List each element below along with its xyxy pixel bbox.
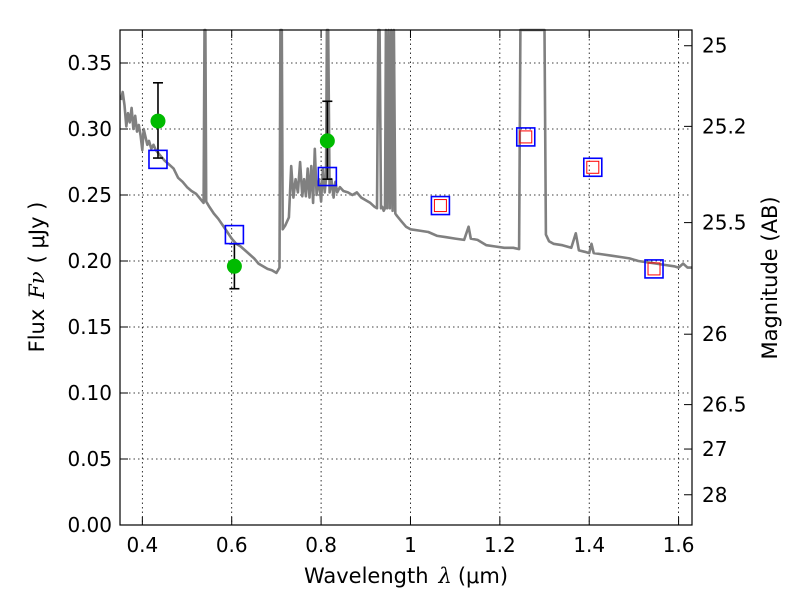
inner-marker-square bbox=[519, 130, 533, 144]
y-tick-label: 0.00 bbox=[67, 513, 112, 537]
x-axis-title: Wavelength λ (μm) bbox=[304, 564, 508, 588]
x-axis-title-symbol: λ bbox=[438, 564, 452, 588]
x-axis-title-unit: (μm) bbox=[458, 564, 508, 588]
inner-marker-square bbox=[433, 199, 447, 213]
observed-point bbox=[226, 258, 242, 274]
x-tick-label: 1 bbox=[404, 533, 417, 557]
model-photometry-square bbox=[317, 166, 338, 187]
x-tick-label: 1.6 bbox=[663, 533, 695, 557]
y-tick-label: 0.10 bbox=[67, 381, 112, 405]
y2-tick-label: 25 bbox=[702, 34, 727, 58]
y2-tick-label: 26.5 bbox=[702, 393, 747, 417]
model-photometry-square bbox=[582, 157, 603, 178]
model-photometry-square bbox=[644, 259, 664, 279]
y-axis-title: Flux Fν ( μJy ) bbox=[25, 202, 49, 353]
plot-background bbox=[120, 30, 692, 525]
y-axis-title-unit: ( μJy ) bbox=[25, 202, 49, 264]
y-tick-label: 0.20 bbox=[67, 249, 112, 273]
model-photometry-square bbox=[224, 224, 245, 245]
y2-axis-title: Magnitude (AB) bbox=[758, 196, 782, 359]
x-axis-title-text: Wavelength bbox=[304, 564, 429, 588]
plot-frame bbox=[119, 29, 693, 526]
observed-point bbox=[319, 133, 335, 149]
grid bbox=[120, 30, 692, 526]
y-tick-label: 0.15 bbox=[67, 315, 112, 339]
x-tick-label: 1.2 bbox=[484, 533, 516, 557]
inner-marker-square bbox=[586, 160, 600, 174]
y2-tick-label: 28 bbox=[702, 483, 727, 507]
y2-tick-label: 25.2 bbox=[702, 114, 747, 138]
inner-marker-square bbox=[647, 262, 661, 276]
model-photometry-square bbox=[515, 127, 536, 147]
y-tick-label: 0.25 bbox=[67, 183, 112, 207]
y-tick-label: 0.30 bbox=[67, 117, 112, 141]
ticks: 0.4 0.6 0.8 1 1.2 1.4 1.6 0.00 0.05 0.10 0.15 0.20 0… bbox=[67, 30, 747, 557]
observed-point bbox=[150, 113, 166, 129]
y-tick-label: 0.35 bbox=[67, 51, 112, 75]
x-tick-label: 0.6 bbox=[216, 533, 248, 557]
y2-tick-label: 26 bbox=[702, 322, 727, 346]
y-tick-label: 0.05 bbox=[67, 447, 112, 471]
x-tick-label: 0.4 bbox=[126, 533, 158, 557]
model-photometry-square bbox=[430, 195, 451, 216]
markers bbox=[148, 82, 664, 290]
y2-tick-label: 25.5 bbox=[702, 211, 747, 235]
y2-tick-label: 27 bbox=[702, 437, 727, 461]
x-tick-label: 0.8 bbox=[305, 533, 337, 557]
x-tick-label: 1.4 bbox=[573, 533, 605, 557]
y-axis-title-text: Flux bbox=[25, 309, 49, 353]
model-photometry-square bbox=[148, 149, 168, 170]
y-axis-title-symbol: Fν bbox=[25, 271, 49, 300]
